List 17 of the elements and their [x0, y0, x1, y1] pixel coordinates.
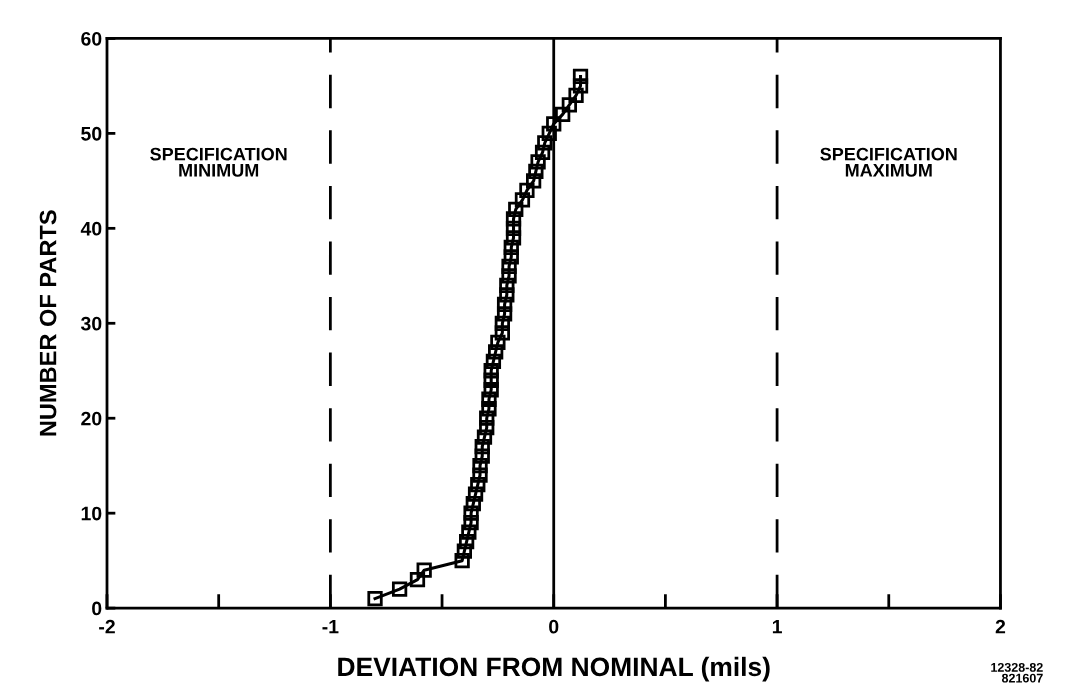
x-tick-label: -2 [99, 619, 115, 634]
y-tick-label: 20 [81, 411, 102, 426]
y-tick-label: 60 [81, 31, 102, 46]
y-tick-label: 0 [92, 601, 102, 616]
y-tick-label: 40 [80, 221, 102, 236]
text: 12328-82 821607 [991, 662, 1043, 683]
y-tick-label: 50 [81, 126, 102, 141]
x-tick-label: 0 [549, 619, 559, 634]
y-axis-title: NUMBER OF PARTS [39, 210, 57, 436]
x-tick-label: 1 [772, 619, 782, 634]
x-axis-title: DEVIATION FROM NOMINAL (mils) [338, 656, 770, 682]
y-tick-label: 10 [81, 506, 102, 521]
y-tick-label: 30 [80, 316, 102, 331]
x-tick-label: -1 [322, 619, 339, 634]
ref-line-label: SPECIFICATION MAXIMUM [820, 147, 957, 177]
ref-line-label: SPECIFICATION MINIMUM [150, 147, 287, 177]
x-tick-label: 2 [995, 619, 1006, 634]
